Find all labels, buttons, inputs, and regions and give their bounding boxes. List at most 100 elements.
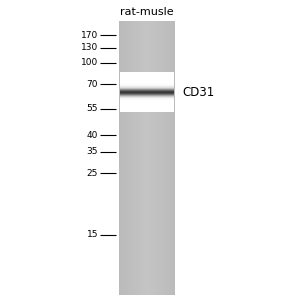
Bar (120, 85, 174, 86)
Bar (120, 110, 174, 111)
Bar (120, 103, 174, 104)
Bar (125, 21, 126, 295)
Bar (129, 21, 130, 295)
Bar (121, 21, 122, 295)
Bar (153, 21, 154, 295)
Bar (157, 21, 158, 295)
Bar (173, 21, 174, 295)
Bar (132, 21, 134, 295)
Bar (120, 90, 174, 91)
Bar (120, 89, 174, 90)
Bar (138, 21, 139, 295)
Bar (169, 21, 170, 295)
Bar (120, 21, 121, 295)
Bar (120, 74, 174, 75)
Bar (152, 21, 153, 295)
Bar (165, 21, 166, 295)
Text: 55: 55 (87, 104, 98, 114)
Bar (137, 21, 138, 295)
Bar (120, 97, 174, 98)
Bar (120, 76, 174, 77)
Text: 15: 15 (87, 230, 98, 239)
Bar (120, 95, 174, 96)
Bar (120, 87, 174, 88)
Bar (156, 21, 157, 295)
Bar (145, 21, 146, 295)
Bar (134, 21, 135, 295)
Bar (120, 100, 174, 101)
Bar (142, 21, 143, 295)
Text: 40: 40 (87, 130, 98, 140)
Bar (128, 21, 129, 295)
Bar (120, 104, 174, 105)
Bar (126, 21, 127, 295)
Bar (120, 94, 174, 95)
Bar (123, 21, 125, 295)
Text: CD31: CD31 (183, 86, 215, 99)
Bar (164, 21, 165, 295)
Text: 25: 25 (87, 169, 98, 178)
Bar (120, 72, 174, 73)
Bar (168, 21, 169, 295)
Bar (166, 21, 168, 295)
Bar (120, 82, 174, 83)
Bar (151, 21, 152, 295)
Bar (147, 21, 148, 295)
Bar (120, 77, 174, 78)
Bar (120, 93, 174, 94)
Bar (136, 21, 137, 295)
Bar (120, 99, 174, 100)
Text: 70: 70 (87, 80, 98, 89)
Bar (120, 84, 174, 85)
Bar (127, 21, 128, 295)
Bar (161, 21, 162, 295)
Bar (154, 21, 155, 295)
Bar (144, 21, 145, 295)
Bar (120, 98, 174, 99)
Bar (120, 109, 174, 110)
Bar (120, 111, 174, 112)
Bar (160, 21, 161, 295)
Bar (120, 91, 174, 92)
Bar (158, 21, 160, 295)
Bar (120, 83, 174, 84)
Bar (120, 73, 174, 74)
Bar (120, 75, 174, 76)
Bar (120, 102, 174, 103)
Text: 130: 130 (81, 43, 98, 52)
Bar (170, 21, 171, 295)
Bar (135, 21, 136, 295)
Bar (120, 79, 174, 80)
Bar (172, 21, 173, 295)
Bar (146, 21, 147, 295)
Text: 170: 170 (81, 31, 98, 40)
Bar (163, 21, 164, 295)
Bar (155, 21, 156, 295)
Bar (143, 21, 144, 295)
Bar (120, 81, 174, 82)
Bar (120, 80, 174, 81)
Bar (120, 107, 174, 108)
Bar (120, 101, 174, 102)
Bar (149, 21, 151, 295)
Bar (171, 21, 172, 295)
Bar (174, 21, 175, 295)
Bar (120, 106, 174, 107)
Bar (148, 21, 149, 295)
Text: 35: 35 (87, 147, 98, 157)
Bar (131, 21, 132, 295)
Bar (120, 105, 174, 106)
Bar (122, 21, 123, 295)
Bar (120, 86, 174, 87)
Bar (119, 21, 120, 295)
Bar (139, 21, 140, 295)
Bar (120, 78, 174, 79)
Text: rat-musle: rat-musle (120, 7, 174, 17)
Bar (140, 21, 142, 295)
Bar (162, 21, 163, 295)
Bar (120, 92, 174, 93)
Bar (120, 88, 174, 89)
Text: 100: 100 (81, 58, 98, 68)
Bar (120, 96, 174, 97)
Bar (120, 108, 174, 109)
